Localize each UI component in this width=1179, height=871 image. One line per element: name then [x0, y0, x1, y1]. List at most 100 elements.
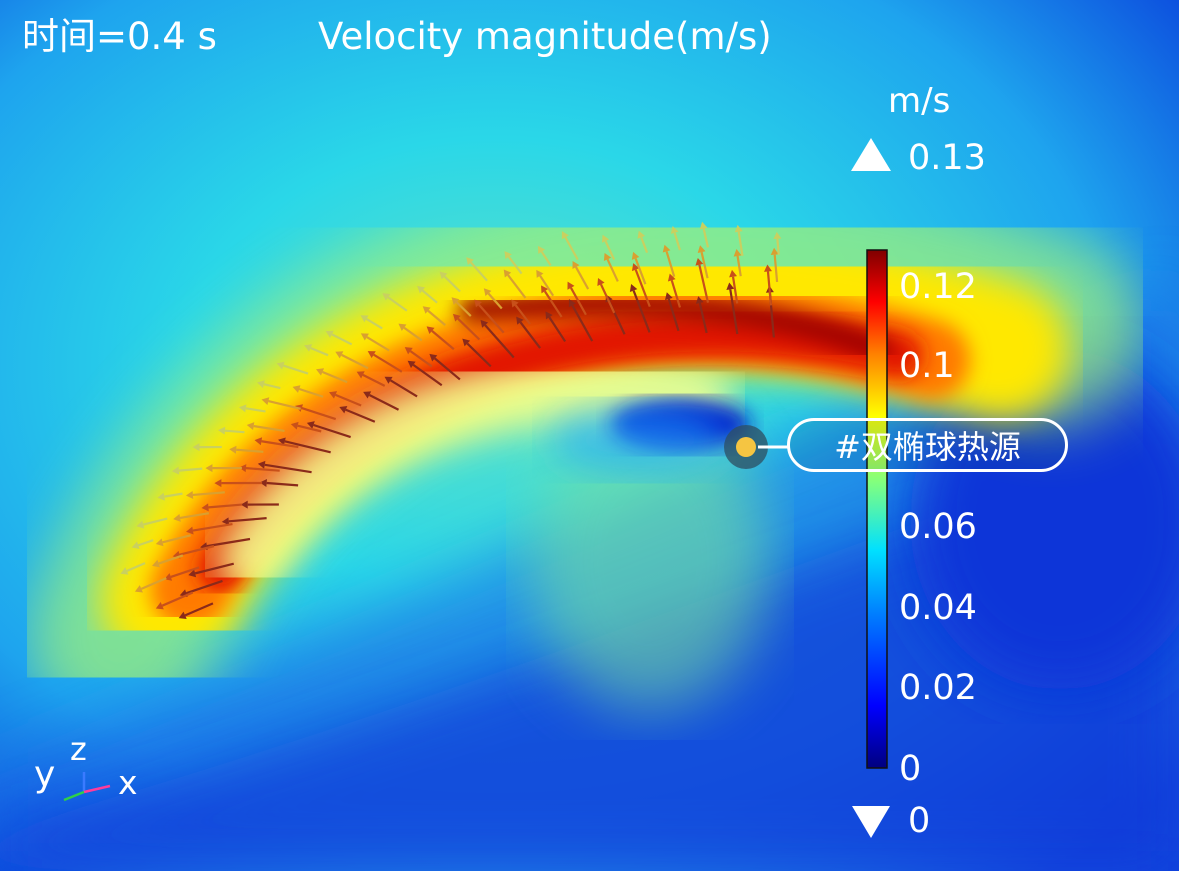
velocity-arrow-head [429, 353, 438, 362]
velocity-arrow-head [363, 391, 372, 399]
velocity-arrow [514, 304, 531, 325]
velocity-arrow [606, 258, 619, 282]
velocity-arrow [192, 491, 225, 497]
velocity-arrow-head [304, 344, 313, 352]
axis-y-label: y [34, 754, 56, 795]
colorbar-unit: m/s [888, 81, 951, 121]
velocity-arrow [335, 393, 362, 407]
velocity-arrow [161, 591, 194, 607]
velocity-arrow [179, 545, 215, 556]
velocity-arrow-head [192, 443, 200, 452]
velocity-arrow [632, 290, 651, 333]
velocity-arrow-head [382, 293, 391, 301]
velocity-arrow [776, 238, 780, 255]
velocity-arrow [466, 342, 492, 368]
velocity-arrow-head [217, 426, 226, 435]
velocity-arrow-head [173, 513, 181, 522]
velocity-arrow [519, 321, 541, 349]
colorbar-tick-label: 0 [899, 749, 922, 789]
velocity-arrow-head [188, 569, 197, 578]
velocity-arrow [224, 429, 245, 434]
velocity-arrow-head [261, 397, 270, 405]
velocity-arrow [604, 240, 616, 261]
velocity-arrow [389, 379, 418, 398]
velocity-arrow-head [474, 299, 482, 308]
velocity-arrow [564, 236, 579, 261]
velocity-arrow [736, 255, 742, 277]
velocity-arrow [570, 287, 587, 316]
velocity-arrow-head [325, 330, 334, 338]
velocity-arrow-head [276, 361, 285, 370]
velocity-arrow [164, 492, 183, 498]
velocity-arrow-head [452, 313, 461, 322]
velocity-arrow-head [697, 245, 706, 254]
velocity-arrow [264, 463, 312, 474]
velocity-arrow [345, 408, 376, 423]
velocity-arrow [540, 251, 552, 266]
velocity-arrow-head [240, 500, 248, 509]
velocity-arrow [322, 370, 348, 384]
velocity-arrow [702, 228, 710, 248]
velocity-arrow-head [662, 244, 671, 253]
velocity-arrow-head [155, 538, 164, 547]
velocity-arrow-head [773, 231, 782, 240]
velocity-arrow-head [733, 249, 742, 257]
velocity-arrow-head [278, 437, 286, 446]
velocity-arrow [640, 236, 649, 254]
velocity-arrow-head [221, 517, 230, 526]
velocity-arrow [634, 269, 651, 308]
velocity-arrow [434, 357, 461, 381]
velocity-arrow-head [695, 257, 704, 266]
velocity-arrow [698, 302, 708, 334]
velocity-arrow [455, 301, 472, 317]
velocity-arrow-head [239, 464, 247, 473]
colorbar-tick-label: 0.04 [899, 588, 977, 628]
flow-arc-darkred [458, 292, 892, 362]
velocity-arrow-head [734, 224, 743, 233]
velocity-arrow [403, 326, 423, 342]
velocity-arrow [366, 336, 390, 352]
velocity-arrow [421, 289, 438, 304]
velocity-arrow [297, 424, 322, 433]
velocity-arrow [443, 275, 461, 293]
velocity-arrow [178, 467, 203, 472]
heat-source-tag[interactable]: #双椭球热源 [787, 418, 1068, 472]
colorbar-min-value: 0 [908, 801, 931, 841]
velocity-arrow [729, 289, 739, 335]
velocity-arrow-head [316, 368, 325, 376]
velocity-arrow-head [426, 326, 435, 334]
velocity-arrow-head [537, 245, 546, 254]
velocity-arrow-head [329, 391, 338, 399]
velocity-arrow [365, 317, 383, 330]
velocity-arrow [539, 275, 555, 297]
velocity-arrow [268, 400, 301, 410]
velocity-arrow-head [360, 315, 369, 323]
velocity-arrow-head [205, 464, 213, 473]
velocity-arrow-head [407, 360, 416, 369]
velocity-arrow [137, 539, 154, 547]
colorbar-tick-label: 0.02 [899, 668, 977, 708]
velocity-arrow-head [171, 466, 180, 475]
velocity-arrow-head [536, 269, 544, 278]
velocity-arrow-head [439, 271, 448, 280]
velocity-arrow-head [462, 338, 471, 347]
velocity-arrow [298, 387, 324, 398]
velocity-arrow-head [422, 306, 431, 314]
velocity-arrow [362, 373, 386, 387]
velocity-arrow [670, 279, 682, 308]
velocity-arrow [253, 425, 285, 433]
velocity-arrow-head [136, 520, 145, 529]
velocity-arrow-head [729, 269, 738, 278]
velocity-arrow-head [603, 252, 612, 261]
axis-z-label: z [70, 730, 87, 768]
velocity-arrow [284, 440, 331, 454]
velocity-arrow-head [545, 311, 553, 320]
velocity-arrow-head [214, 479, 222, 488]
velocity-arrow [548, 316, 567, 343]
velocity-arrow [387, 296, 408, 312]
velocity-arrow-head [511, 299, 519, 308]
velocity-arrow-head [631, 251, 640, 260]
velocity-arrow-head [257, 380, 265, 389]
colorbar-gradient [866, 249, 888, 769]
